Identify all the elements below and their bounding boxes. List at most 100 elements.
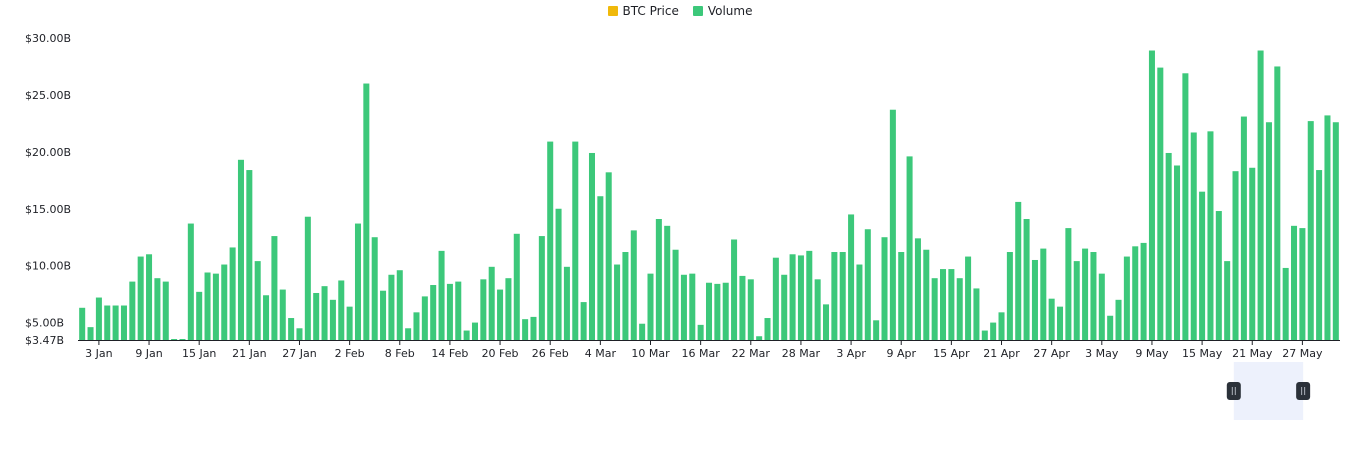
volume-bar [789,254,796,340]
y-tick-label: $20.00B [25,146,71,159]
volume-bar [1048,298,1055,340]
x-tick-label: 15 Apr [933,347,970,360]
volume-bar [747,279,754,340]
volume-bar [221,264,228,340]
volume-bar [1174,165,1181,340]
x-tick-label: 21 May [1232,347,1273,360]
volume-bar [405,328,412,340]
volume-bar [563,266,570,340]
x-tick-label: 8 Feb [385,347,415,360]
volume-bar [848,214,855,340]
volume-bar [471,322,478,340]
legend-item-btc-price[interactable]: BTC Price [607,4,679,18]
volume-bar [931,278,938,340]
volume-bar [229,247,236,340]
volume-bar [956,278,963,340]
volume-bar [354,223,361,340]
navigator-selection [1233,362,1304,420]
volume-bar [1082,248,1089,340]
volume-bar [881,237,888,340]
volume-bar [1316,170,1323,340]
x-tick-label: 3 Jan [85,347,112,360]
x-tick-label: 22 Mar [732,347,771,360]
navigator-handle-left[interactable] [1226,382,1241,400]
volume-bar [271,236,278,340]
volume-bar [1299,228,1306,340]
volume-bar [1148,50,1155,341]
volume-bar [538,236,545,340]
volume-bar [1132,246,1139,340]
volume-bar [856,264,863,340]
volume-bar [522,319,529,340]
volume-bar [1107,315,1114,340]
volume-bar [731,239,738,340]
volume-bar [95,297,102,340]
x-tick-label: 9 May [1135,347,1169,360]
volume-bar [605,172,612,340]
y-tick-label: $25.00B [25,89,71,102]
volume-bar [438,250,445,340]
volume-bar [940,269,947,340]
volume-bar [839,252,846,340]
volume-bar [714,283,721,340]
volume-bar [263,295,270,340]
x-tick-label: 4 Mar [585,347,617,360]
volume-bar [639,323,646,340]
volume-bar [179,339,186,340]
legend-label-volume: Volume [707,4,753,18]
volume-bar [1257,50,1264,341]
volume-bar [212,273,219,340]
volume-bar [781,274,788,340]
volume-bar [1240,116,1247,340]
volume-bar [1265,122,1272,341]
volume-bar [1190,132,1197,340]
volume-bar [1098,273,1105,340]
x-tick-label: 9 Apr [886,347,916,360]
volume-bar [279,289,286,340]
volume-bar [764,318,771,340]
volume-bar [1031,259,1038,340]
x-tick-label: 3 May [1085,347,1119,360]
y-tick-label: $10.00B [25,260,71,273]
x-tick-label: 27 Jan [282,347,316,360]
volume-bar [455,281,462,340]
volume-bar [873,320,880,340]
volume-bar [338,280,345,340]
volume-bar [162,281,169,340]
volume-bar [388,274,395,340]
volume-bar [1307,121,1314,340]
volume-bar [614,264,621,340]
volume-swatch [692,6,703,16]
volume-bar [772,257,779,340]
volume-bar [705,282,713,340]
volume-bar [187,223,194,340]
volume-bar [664,225,671,340]
range-navigator[interactable] [1226,362,1311,420]
volume-bar [898,252,905,340]
legend-item-volume[interactable]: Volume [692,4,753,18]
volume-bar [655,219,662,340]
volume-bar [1115,299,1122,340]
y-tick-label: $3.47B [25,334,64,347]
volume-bar [814,279,821,340]
volume-bar [1006,252,1013,340]
volume-bar [572,141,579,340]
x-tick-label: 15 May [1182,347,1223,360]
volume-bar [689,273,696,340]
navigator-handle-right[interactable] [1296,382,1311,400]
y-axis: $3.47B $5.00B $10.00B $15.00B $20.00B $25.00B… [25,32,71,347]
volume-bar [530,316,537,340]
x-tick-label: 26 Feb [532,347,569,360]
volume-bar [914,238,921,340]
volume-bar [630,230,637,340]
btc-price-swatch [607,6,618,16]
x-tick-label: 28 Mar [782,347,821,360]
volume-bar [998,312,1005,340]
volume-bar [680,274,687,340]
y-tick-label: $30.00B [25,32,71,45]
volume-bar [480,279,487,340]
volume-bar [104,305,111,340]
volume-bar [380,290,387,340]
volume-bar [1157,67,1164,340]
